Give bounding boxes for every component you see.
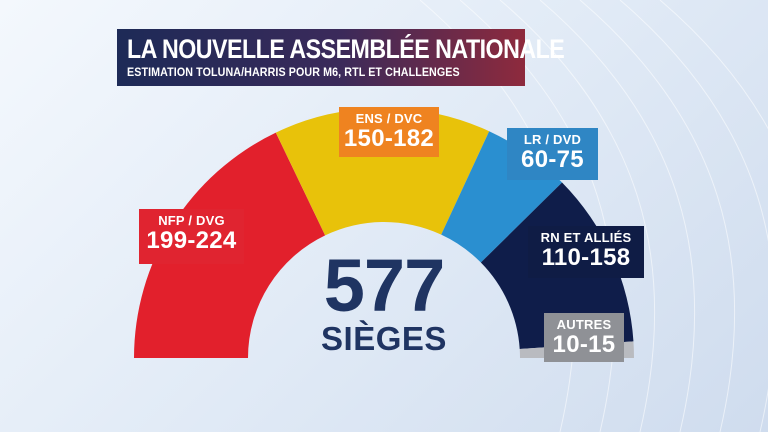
chart-subtitle: ESTIMATION TOLUNA/HARRIS POUR M6, RTL ET… [127, 67, 460, 79]
label-ens-range: 150-182 [343, 125, 435, 152]
label-lr-name: LR / DVD [523, 132, 582, 147]
total-seats-unit: SIÈGES [321, 320, 447, 357]
title-banner: LA NOUVELLE ASSEMBLÉE NATIONALE ESTIMATI… [117, 29, 565, 86]
total-seats-value: 577 [323, 244, 445, 327]
label-ens-name: ENS / DVC [355, 111, 423, 126]
label-rn: RN ET ALLIÉS 110-158 [528, 226, 644, 278]
label-autres: AUTRES 10-15 [544, 313, 624, 362]
label-lr: LR / DVD 60-75 [507, 128, 598, 180]
label-rn-name: RN ET ALLIÉS [540, 230, 632, 245]
label-autres-range: 10-15 [552, 331, 616, 358]
label-nfp-range: 199-224 [146, 227, 237, 254]
label-autres-name: AUTRES [556, 317, 612, 332]
label-lr-range: 60-75 [521, 146, 584, 173]
label-ens: ENS / DVC 150-182 [339, 107, 439, 157]
label-rn-range: 110-158 [541, 244, 631, 271]
label-nfp: NFP / DVG 199-224 [139, 209, 244, 264]
label-nfp-name: NFP / DVG [158, 213, 225, 228]
total-seats: 577 SIÈGES [304, 244, 464, 357]
